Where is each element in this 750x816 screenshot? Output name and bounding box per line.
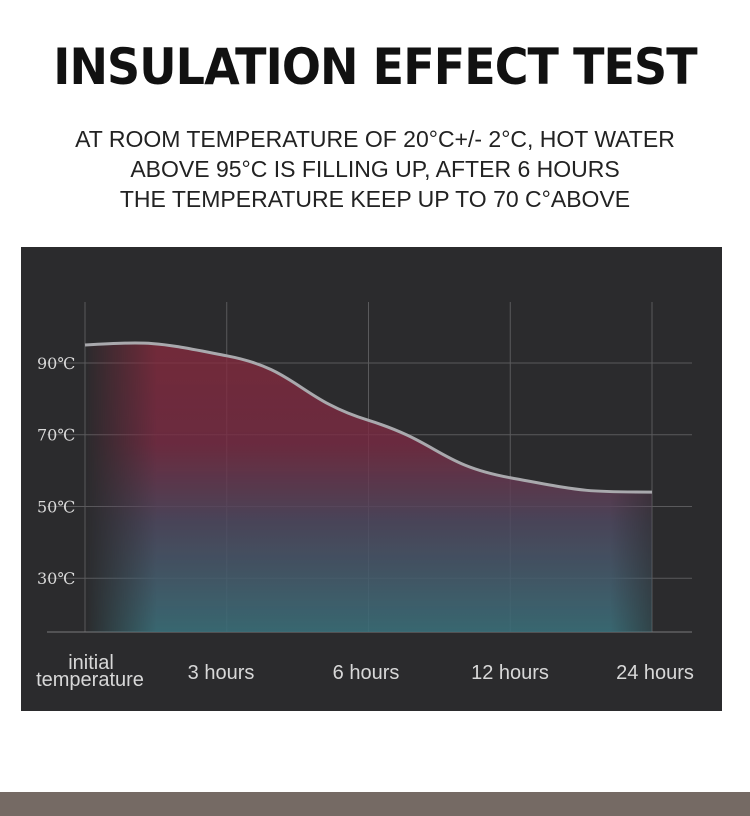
y-tick-label: 90℃ — [37, 354, 75, 373]
x-tick-label: 24 hours — [616, 662, 694, 684]
x-tick-label: 6 hours — [333, 662, 400, 684]
footer-bar — [0, 792, 750, 816]
temperature-area — [85, 343, 652, 632]
x-tick-label: initial — [68, 652, 114, 674]
x-tick-label: 12 hours — [471, 662, 549, 684]
subtitle-line: THE TEMPERATURE KEEP UP TO 70 C°ABOVE — [119, 186, 631, 212]
y-tick-label: 50℃ — [37, 497, 75, 516]
y-tick-label: 30℃ — [37, 569, 75, 588]
subtitle-line: ABOVE 95°C IS FILLING UP, AFTER 6 HOURS — [130, 156, 620, 182]
x-tick-label: temperature — [36, 669, 144, 691]
x-tick-label: 3 hours — [188, 662, 255, 684]
chart-panel: 30℃ 50℃ 70℃ 90℃ initial temperature 3 hours 6 h… — [21, 247, 722, 711]
temperature-line — [84, 341, 653, 494]
page-title: INSULATION EFFECT TEST — [53, 38, 697, 96]
subtitle: AT ROOM TEMPERATURE OF 20°C+/- 2°C, HOT … — [0, 124, 750, 214]
y-tick-label: 70℃ — [37, 426, 75, 445]
subtitle-line: AT ROOM TEMPERATURE OF 20°C+/- 2°C, HOT … — [75, 126, 675, 152]
